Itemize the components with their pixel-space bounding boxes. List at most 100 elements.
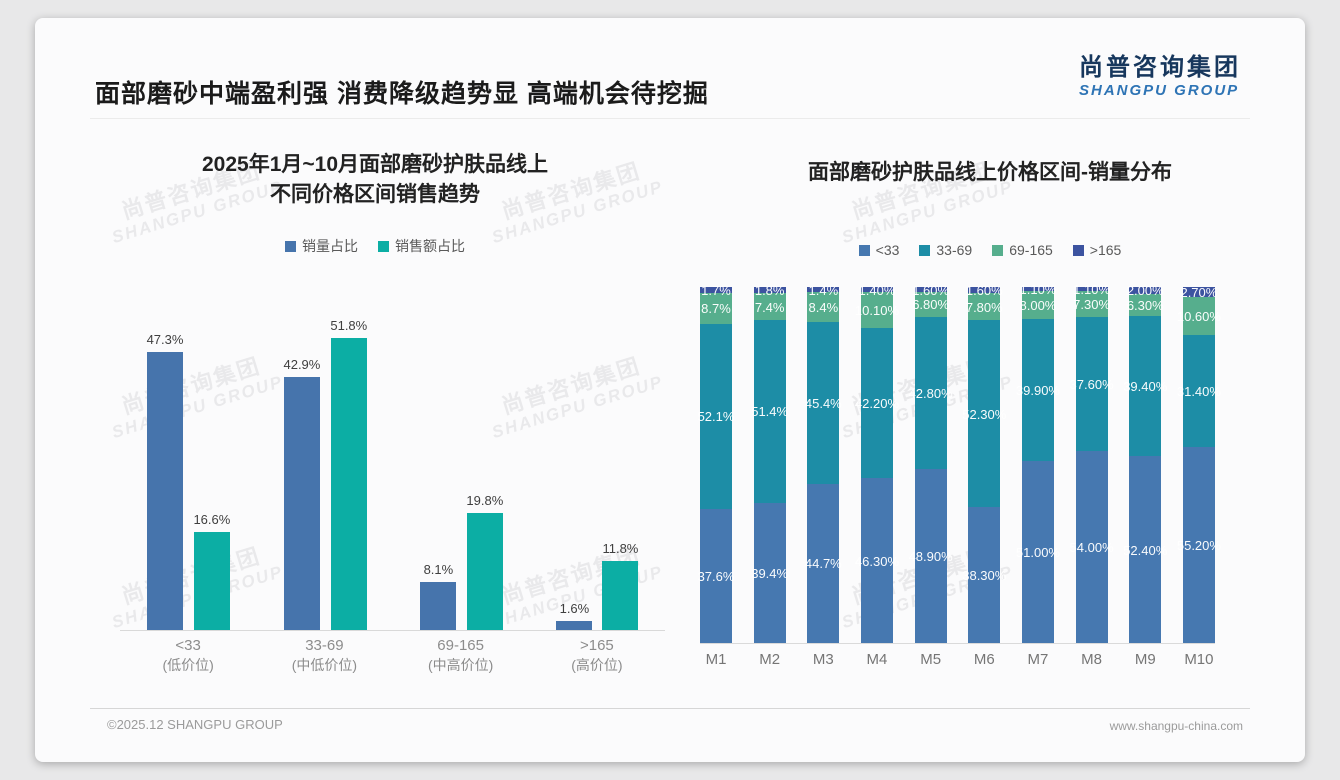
bar-value-label: 47.3% bbox=[146, 331, 184, 347]
segment-value-label: 6.30% bbox=[1126, 297, 1164, 313]
stacked-bar-M5: 48.90% 42.80% 6.80% 1.60% bbox=[909, 283, 953, 643]
slide-card: 尚普咨询集团 SHANGPU GROUP 尚普咨询集团 SHANGPU GROUP 尚普… bbox=[35, 18, 1305, 762]
x-axis-label->165: >165 (高价位) bbox=[549, 636, 645, 675]
segment->165-M3 bbox=[807, 287, 840, 293]
segment-<33-M3 bbox=[807, 483, 840, 643]
segment-<33-M10 bbox=[1182, 446, 1215, 643]
segment-<33-M5 bbox=[914, 468, 947, 643]
segment-value-label: 51.4% bbox=[751, 404, 789, 420]
segment-value-label: 46.30% bbox=[854, 553, 900, 569]
legend-item->165: >165 bbox=[1072, 242, 1121, 258]
segment->165-M4 bbox=[860, 287, 893, 292]
x-axis-label-M10: M10 bbox=[1184, 651, 1214, 668]
segment-33-69-M8 bbox=[1075, 316, 1108, 451]
segment->165-M5 bbox=[914, 286, 947, 293]
segment-value-label: 55.20% bbox=[1176, 537, 1221, 553]
segment-<33-M4 bbox=[860, 478, 893, 643]
category-main-label: 69-165 bbox=[437, 637, 484, 654]
segment-33-69-M2 bbox=[753, 319, 786, 503]
segment-33-69-M9 bbox=[1129, 316, 1162, 457]
x-axis-label-M3: M3 bbox=[812, 651, 834, 668]
segment->165-M6 bbox=[968, 287, 1001, 293]
segment-33-69-M6 bbox=[968, 320, 1001, 507]
segment-value-label: 1.7% bbox=[701, 282, 731, 298]
bar-销量占比->165 bbox=[556, 620, 593, 630]
right-chart-legend: <33 33-69 69-165 >165 bbox=[695, 242, 1285, 258]
segment-69-165-M10 bbox=[1182, 296, 1215, 335]
footer-copyright: ©2025.12 SHANGPU GROUP bbox=[107, 717, 283, 732]
segment-value-label: 1.10% bbox=[1073, 281, 1111, 297]
legend-item-69-165: 69-165 bbox=[992, 242, 1053, 258]
segment-value-label: 37.60% bbox=[1069, 376, 1114, 392]
bar-item: 16.6% bbox=[193, 318, 230, 630]
header-divider bbox=[90, 118, 1250, 119]
segment-33-69-M5 bbox=[914, 316, 947, 469]
segment-value-label: 7.80% bbox=[965, 299, 1003, 315]
segment-value-label: 2.70% bbox=[1180, 285, 1218, 301]
category-main-label: >165 bbox=[579, 637, 614, 654]
segment-value-label: 10.10% bbox=[854, 302, 900, 318]
stacked-bar-M2: 39.4% 51.4% 7.4% 1.8% bbox=[751, 283, 789, 643]
category-sub-label: (低价位) bbox=[162, 657, 214, 673]
segment-value-label: 52.40% bbox=[1123, 542, 1168, 558]
segment-33-69-M10 bbox=[1182, 334, 1215, 447]
segment-value-label: 1.10% bbox=[1019, 281, 1057, 297]
segment-value-label: 39.40% bbox=[1123, 379, 1168, 395]
legend-label: 33-69 bbox=[936, 242, 973, 258]
footer-divider bbox=[90, 708, 1250, 709]
logo: 尚普咨询集团 SHANGPU GROUP bbox=[1079, 54, 1241, 100]
segment-69-165-M6 bbox=[968, 292, 1001, 321]
segment->165-M10 bbox=[1182, 287, 1215, 297]
stacked-bar-M6: 38.30% 52.30% 7.80% 1.60% bbox=[962, 283, 1006, 643]
bar-group-<33: 47.3% 16.6% bbox=[146, 318, 230, 630]
legend-swatch-icon bbox=[919, 244, 931, 256]
segment->165-M2 bbox=[753, 287, 786, 294]
segment-<33-M9 bbox=[1129, 456, 1162, 643]
legend-item-<33: <33 bbox=[858, 242, 899, 258]
x-axis-label-<33: <33 (低价位) bbox=[140, 636, 236, 675]
bar-item: 47.3% bbox=[146, 318, 184, 630]
page-title: 面部磨砂中端盈利强 消费降级趋势显 高端机会待挖掘 bbox=[95, 80, 709, 108]
bar-item: 1.6% bbox=[556, 318, 593, 630]
segment-69-165-M7 bbox=[1021, 290, 1054, 320]
left-chart-x-axis: <33 (低价位) 33-69 (中低价位) 69-165 (中高价位) >165 (高价位) bbox=[120, 636, 665, 675]
segment-69-165-M8 bbox=[1075, 290, 1108, 317]
x-axis-label-33-69: 33-69 (中低价位) bbox=[276, 636, 372, 675]
bar-value-label: 51.8% bbox=[330, 318, 368, 333]
x-axis-label-M8: M8 bbox=[1081, 651, 1103, 668]
segment-value-label: 1.8% bbox=[754, 283, 785, 299]
legend-label: 69-165 bbox=[1009, 242, 1053, 258]
bar-value-label: 11.8% bbox=[602, 540, 639, 556]
legend-swatch-icon bbox=[285, 240, 296, 252]
stacked-bar-M1: 37.6% 52.1% 8.7% 1.7% bbox=[698, 283, 734, 643]
segment-<33-M7 bbox=[1021, 461, 1054, 643]
segment-value-label: 7.4% bbox=[754, 299, 785, 315]
x-axis-label-M7: M7 bbox=[1027, 651, 1049, 668]
category-main-label: <33 bbox=[175, 637, 201, 654]
x-axis-label-M9: M9 bbox=[1134, 651, 1156, 668]
segment->165-M8 bbox=[1075, 287, 1108, 291]
bar-销量占比-69-165 bbox=[420, 582, 457, 630]
legend-swatch-icon bbox=[1072, 244, 1084, 256]
segment-<33-M2 bbox=[753, 502, 786, 643]
bar-value-label: 42.9% bbox=[283, 357, 321, 373]
segment-value-label: 6.80% bbox=[912, 297, 950, 313]
logo-chinese-text: 尚普咨询集团 bbox=[1079, 54, 1241, 81]
segment-<33-M8 bbox=[1075, 450, 1108, 643]
stacked-bar-M4: 46.30% 42.20% 10.10% 1.40% bbox=[855, 283, 899, 643]
x-axis-label-M2: M2 bbox=[759, 651, 781, 668]
category-sub-label: (高价位) bbox=[571, 657, 623, 673]
segment-69-165-M9 bbox=[1129, 293, 1162, 317]
segment-value-label: 1.60% bbox=[912, 282, 950, 298]
legend-item-33-69: 33-69 bbox=[919, 242, 972, 258]
segment-value-label: 8.4% bbox=[808, 300, 839, 316]
legend-item-销量占比: 销量占比 bbox=[285, 236, 358, 256]
segment-value-label: 39.4% bbox=[751, 565, 789, 581]
left-chart-title-line1: 2025年1月~10月面部磨砂护肤品线上 bbox=[201, 153, 549, 176]
segment-value-label: 1.60% bbox=[965, 282, 1003, 298]
legend-label: 销量占比 bbox=[302, 238, 358, 254]
legend-swatch-icon bbox=[858, 244, 870, 256]
left-chart-title: 2025年1月~10月面部磨砂护肤品线上 不同价格区间销售趋势 bbox=[95, 150, 655, 210]
bar-item: 51.8% bbox=[330, 318, 367, 630]
segment-69-165-M3 bbox=[807, 292, 840, 323]
